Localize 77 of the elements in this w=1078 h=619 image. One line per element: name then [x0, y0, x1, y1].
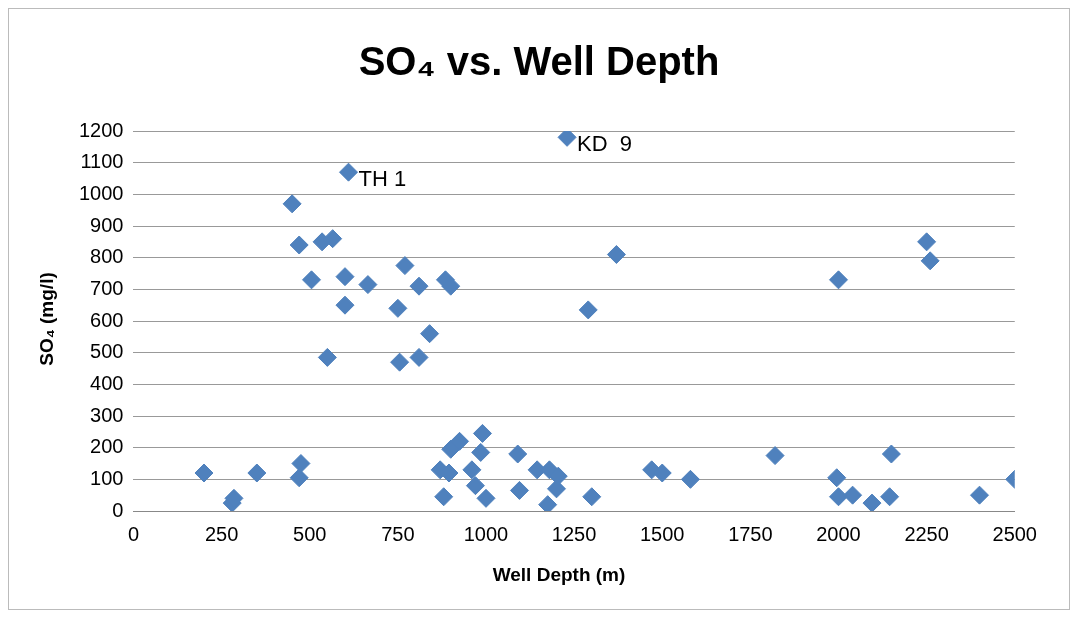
- point: [409, 276, 429, 296]
- point: [652, 463, 672, 483]
- x-tick-label: 1500: [640, 522, 685, 545]
- annotation: KD 9: [577, 131, 633, 157]
- x-axis-title: Well Depth (m): [491, 564, 627, 586]
- x-tick-label: 1000: [463, 522, 509, 545]
- point: [881, 444, 901, 464]
- y-tick-label: 900: [90, 213, 124, 236]
- point: [557, 131, 577, 147]
- x-tick-label: 2000: [816, 522, 861, 545]
- x-tick-label: 250: [204, 522, 239, 545]
- point: [509, 480, 529, 500]
- point: [843, 485, 863, 505]
- y-tick-label: 200: [90, 435, 124, 458]
- point: [388, 298, 408, 318]
- point: [420, 324, 440, 344]
- x-tick-label: 750: [381, 522, 415, 545]
- point: [247, 463, 267, 483]
- x-tick-label: 1250: [551, 522, 597, 545]
- point: [465, 476, 485, 496]
- point: [880, 487, 900, 507]
- point: [335, 295, 355, 315]
- point: [194, 463, 214, 483]
- y-axis-title: SO₄ (mg/l): [36, 272, 58, 366]
- point: [917, 232, 937, 252]
- y-tick-label: 1200: [78, 118, 124, 141]
- y-tick-label: 100: [90, 466, 124, 489]
- x-tick-label: 2250: [904, 522, 949, 545]
- y-tick-label: 1000: [78, 181, 124, 204]
- y-tick-label: 1100: [80, 150, 124, 173]
- y-tick-label: 800: [90, 245, 124, 268]
- y-tick-label: 0: [112, 498, 124, 521]
- x-tick-label: 2500: [992, 522, 1037, 545]
- point: [578, 300, 598, 320]
- annotation: TH 1: [358, 166, 407, 192]
- point: [291, 454, 311, 473]
- point: [548, 466, 568, 486]
- x-tick-label: 0: [127, 522, 140, 545]
- point: [765, 446, 785, 466]
- point: [920, 251, 940, 271]
- point: [358, 275, 378, 295]
- x-tick-label: 1750: [728, 522, 773, 545]
- point: [680, 469, 700, 489]
- point: [538, 495, 558, 511]
- y-tick-label: 300: [90, 403, 124, 426]
- point: [450, 431, 470, 451]
- x-tick-label: 500: [293, 522, 327, 545]
- point: [829, 487, 848, 507]
- point: [582, 487, 602, 507]
- point: [471, 442, 491, 462]
- chart-title: SO₄ vs. Well Depth: [357, 39, 721, 84]
- point: [476, 488, 496, 508]
- point: [289, 468, 309, 488]
- point: [827, 468, 847, 488]
- point: [829, 270, 848, 290]
- point: [434, 487, 454, 507]
- point: [970, 485, 989, 505]
- y-tick-label: 700: [90, 276, 124, 299]
- point: [508, 444, 528, 464]
- point: [472, 423, 492, 443]
- point: [282, 194, 302, 214]
- y-tick-label: 600: [90, 308, 124, 331]
- point: [409, 347, 429, 367]
- y-tick-label: 400: [90, 371, 124, 394]
- point: [606, 245, 626, 264]
- point: [390, 352, 410, 372]
- point: [302, 270, 322, 290]
- point: [395, 256, 415, 276]
- point: [289, 235, 309, 255]
- point: [462, 460, 482, 480]
- point: [547, 479, 566, 499]
- point: [323, 229, 343, 249]
- point: [339, 162, 359, 182]
- y-tick-label: 500: [90, 340, 124, 363]
- point: [862, 493, 882, 511]
- point: [335, 267, 355, 287]
- point: [317, 347, 337, 367]
